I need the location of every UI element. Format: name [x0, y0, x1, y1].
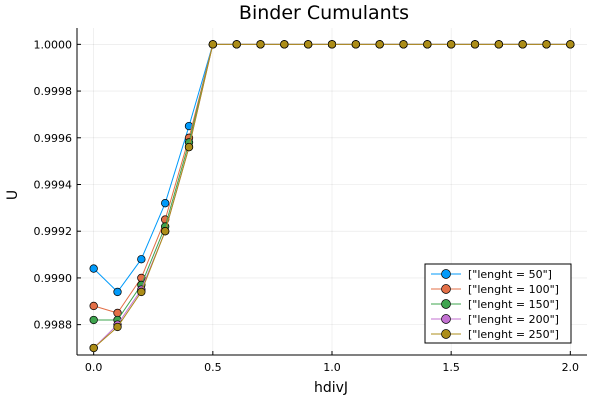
legend-label: ["lenght = 100"] — [468, 283, 559, 296]
legend-label: ["lenght = 150"] — [468, 298, 559, 311]
data-point — [161, 199, 170, 208]
data-point — [542, 40, 551, 49]
x-tick-label: 1.0 — [323, 361, 341, 374]
data-point — [447, 40, 456, 49]
data-point — [518, 40, 527, 49]
legend-marker — [441, 284, 451, 294]
x-tick-label: 1.5 — [442, 361, 460, 374]
series-5 — [89, 40, 575, 353]
data-point — [184, 142, 194, 152]
data-point — [256, 40, 265, 49]
data-point — [566, 40, 575, 49]
y-tick-label: 0.9996 — [34, 132, 73, 145]
y-tick-label: 1.0000 — [34, 38, 73, 51]
data-point — [304, 40, 313, 49]
x-axis-label: hdivJ — [314, 380, 348, 396]
series-group — [89, 40, 575, 353]
y-tick-label: 0.9990 — [34, 272, 73, 285]
y-tick-label: 0.9994 — [34, 178, 73, 191]
x-tick-label: 2.0 — [562, 361, 580, 374]
legend: ["lenght = 50"] ["lenght = 100"] ["lenght … — [424, 263, 572, 344]
legend-marker — [441, 314, 451, 324]
data-point — [232, 40, 241, 49]
data-point — [327, 40, 337, 49]
y-tick-label: 0.9988 — [34, 319, 73, 332]
legend-marker — [441, 269, 451, 279]
data-point — [161, 227, 170, 236]
x-tick-label: 0.5 — [204, 361, 222, 374]
x-tick-label: 0.0 — [85, 361, 103, 374]
grid — [77, 28, 587, 355]
data-point — [351, 40, 360, 49]
legend-marker — [441, 299, 451, 309]
data-point — [137, 255, 146, 264]
data-point — [399, 40, 408, 49]
data-point — [89, 315, 98, 325]
data-point — [280, 40, 289, 49]
y-tick-label: 0.9998 — [34, 85, 73, 98]
data-point — [113, 322, 122, 332]
data-point — [89, 343, 98, 353]
y-ticks: 0.9988 0.9990 0.9992 0.9994 0.9996 0.9998 1.00… — [34, 38, 81, 332]
data-point — [137, 287, 146, 297]
data-point — [470, 40, 480, 49]
data-point — [89, 301, 98, 311]
data-point — [494, 40, 503, 49]
y-axis-label: U — [5, 190, 21, 200]
data-point — [89, 264, 98, 273]
chart-title: Binder Cumulants — [239, 2, 409, 24]
data-point — [423, 40, 432, 49]
data-point — [208, 40, 217, 49]
legend-marker — [441, 329, 451, 339]
legend-label: ["lenght = 50"] — [468, 268, 552, 281]
data-point — [113, 287, 122, 297]
y-tick-label: 0.9992 — [34, 225, 73, 238]
legend-label: ["lenght = 250"] — [468, 328, 559, 341]
x-ticks: 0.0 0.5 1.0 1.5 2.0 — [85, 351, 579, 374]
data-point — [375, 40, 384, 49]
legend-label: ["lenght = 200"] — [468, 313, 559, 326]
